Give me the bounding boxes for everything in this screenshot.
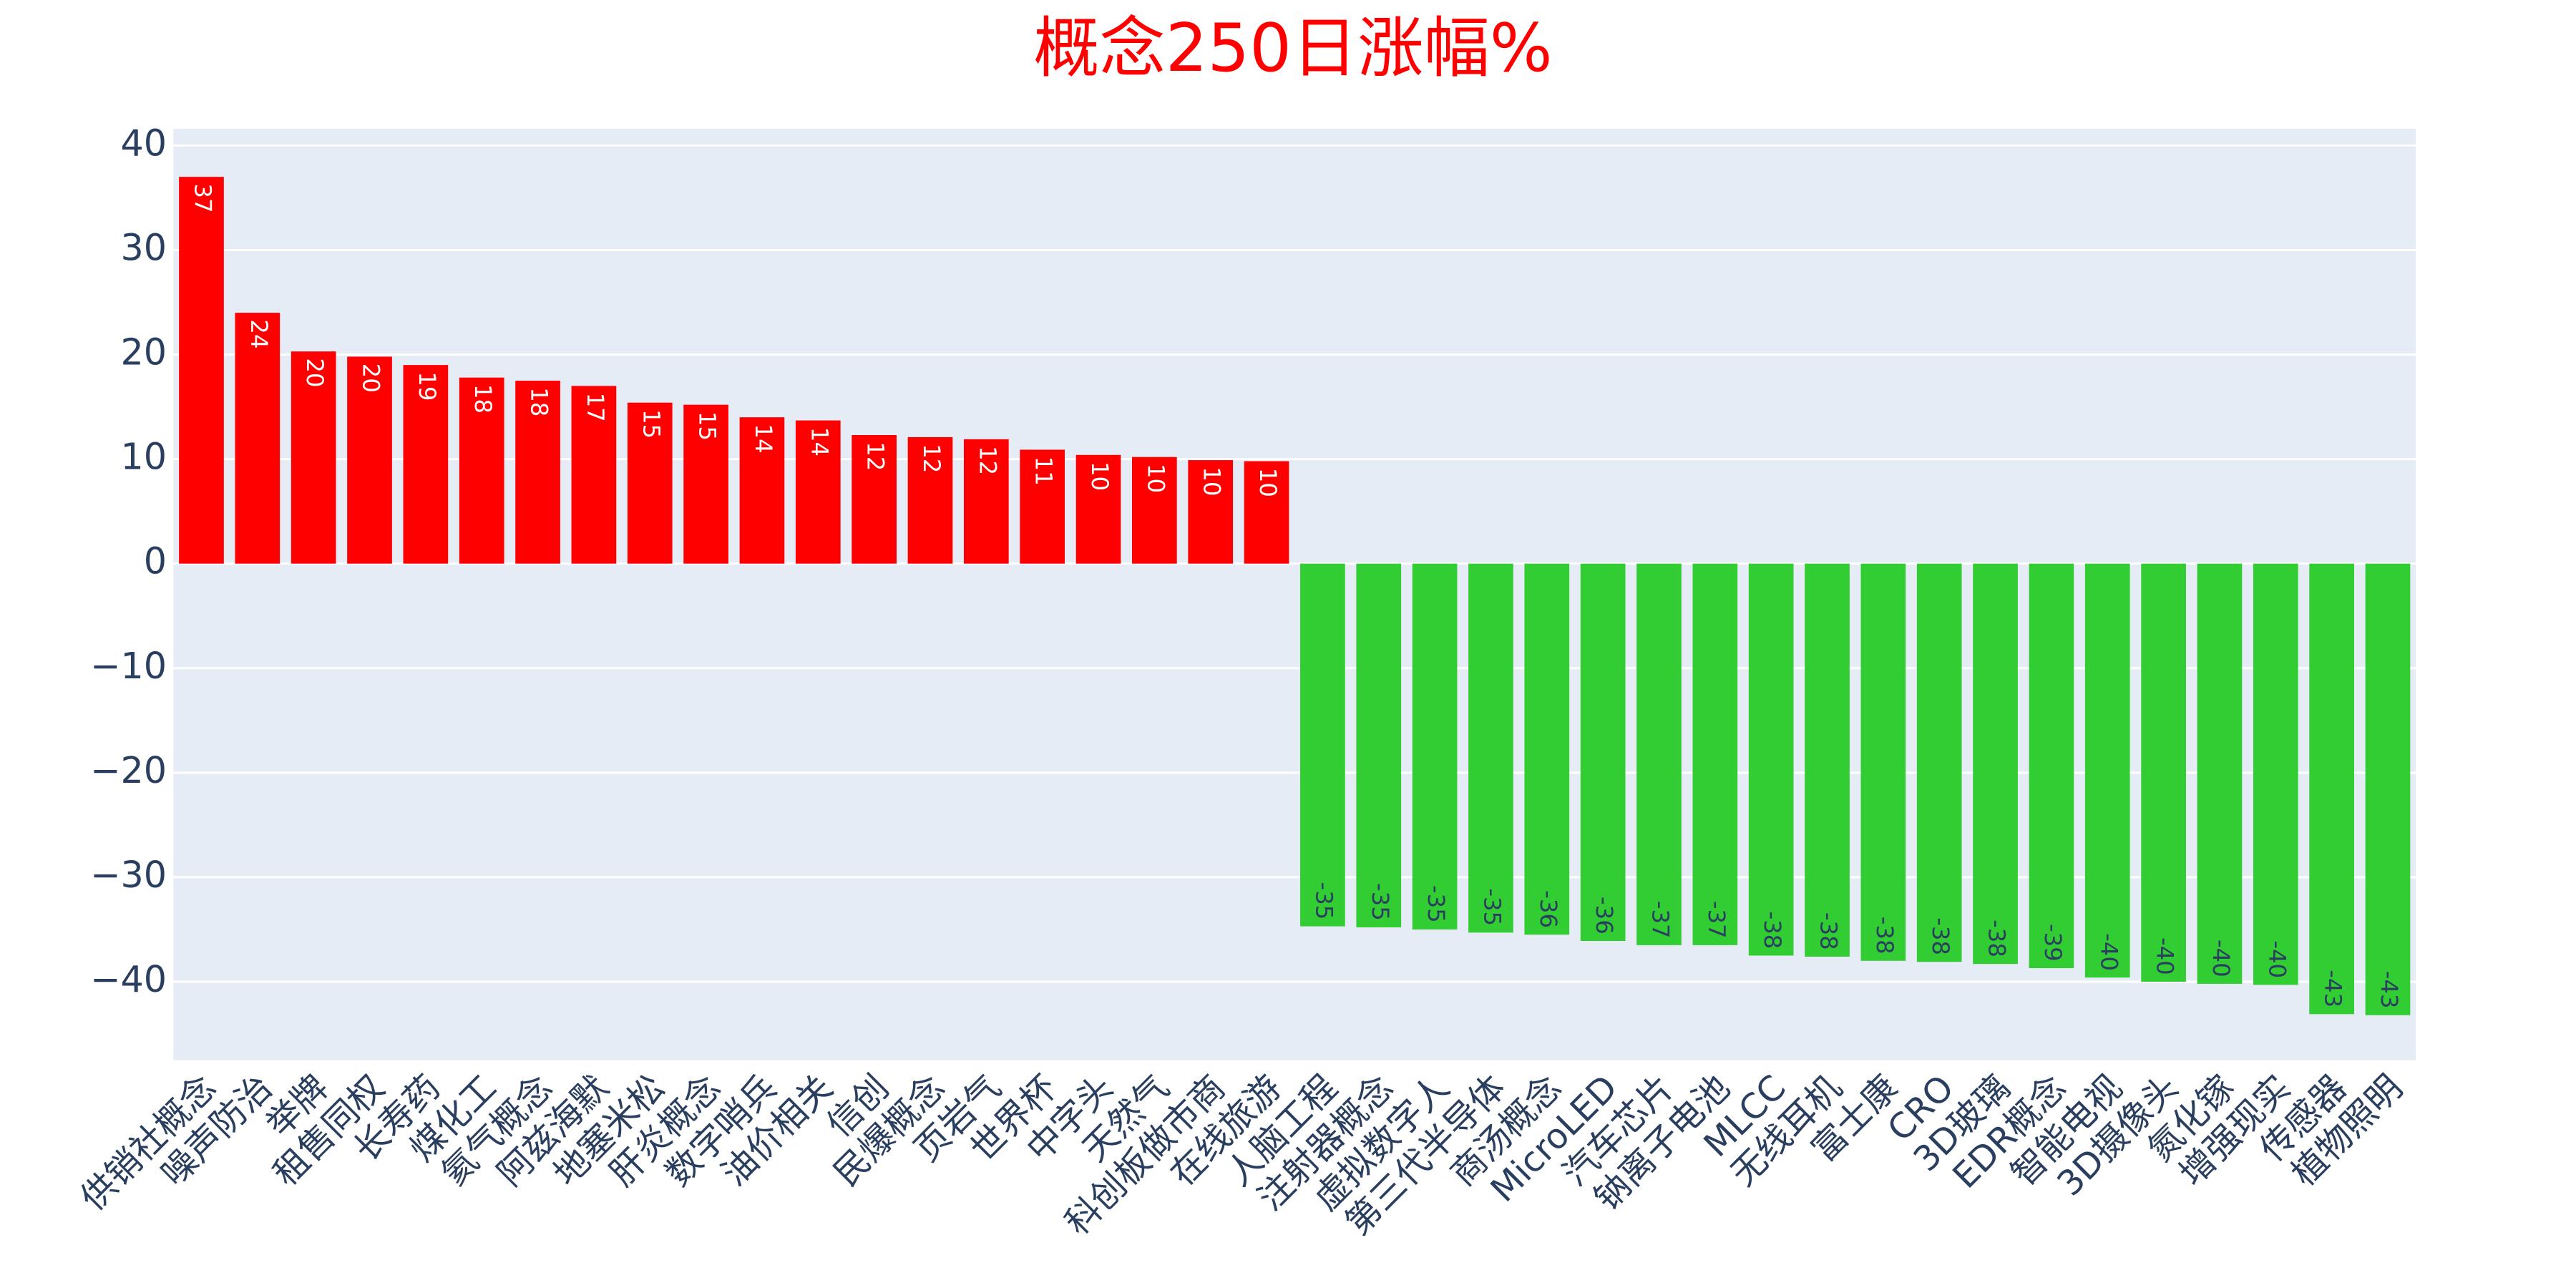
- data-label: 14: [806, 427, 833, 457]
- data-label: 37: [189, 183, 216, 213]
- y-tick-label: −20: [90, 749, 167, 791]
- bar: [2365, 563, 2411, 1015]
- y-tick-label: −40: [90, 958, 167, 1000]
- bar: [852, 435, 897, 564]
- data-label: 10: [1142, 464, 1169, 493]
- data-label: 11: [1030, 457, 1058, 486]
- bar: [179, 177, 224, 564]
- data-label: 18: [469, 384, 497, 414]
- data-label: -35: [1478, 888, 1506, 926]
- data-label: 20: [358, 364, 385, 393]
- data-label: -36: [1591, 897, 1618, 935]
- data-label: 10: [1254, 468, 1282, 497]
- data-label: 15: [638, 409, 665, 439]
- bar: [1916, 563, 1962, 962]
- bar: [683, 404, 728, 564]
- bar: [235, 313, 280, 564]
- data-label: 20: [301, 358, 328, 387]
- bar: [515, 381, 560, 564]
- y-tick-label: −10: [90, 645, 167, 687]
- data-label: -40: [2263, 940, 2290, 978]
- bar: [2029, 563, 2074, 968]
- data-label: 24: [245, 319, 273, 348]
- bar: [1075, 454, 1121, 564]
- bar: [347, 356, 392, 564]
- y-tick-label: −30: [90, 854, 167, 896]
- y-tick-label: 40: [120, 122, 167, 164]
- data-label: -40: [2152, 937, 2179, 975]
- data-label: 17: [582, 393, 609, 422]
- chart-title: 概念250日涨幅%: [1033, 9, 1552, 87]
- bar: [627, 402, 673, 564]
- data-label: -35: [1310, 882, 1337, 920]
- data-label: 12: [918, 444, 945, 473]
- data-label: 18: [526, 387, 553, 416]
- bar: [571, 386, 617, 564]
- bar: [1188, 460, 1234, 564]
- data-label: -35: [1367, 883, 1394, 921]
- data-label: -40: [2207, 940, 2235, 977]
- data-label: -35: [1423, 885, 1450, 923]
- bar: [2141, 563, 2186, 982]
- data-label: -37: [1646, 901, 1674, 939]
- bar: [1860, 563, 1906, 961]
- plot-area: [173, 129, 2416, 1060]
- bar: [2253, 563, 2298, 985]
- bar: [1524, 563, 1570, 935]
- data-label: -38: [1927, 917, 1954, 955]
- data-label: -38: [1871, 917, 1898, 955]
- data-label: -36: [1535, 890, 1562, 928]
- bar: [291, 351, 336, 564]
- y-tick-label: 10: [120, 436, 167, 478]
- bar: [1973, 563, 2018, 965]
- data-label: 15: [694, 411, 721, 441]
- bar: [459, 377, 504, 564]
- bar: [1636, 563, 1682, 945]
- bar: [1132, 457, 1177, 564]
- data-label: 14: [750, 424, 777, 453]
- bar: [1244, 461, 1289, 564]
- bar: [1580, 563, 1626, 942]
- bar: [1356, 563, 1402, 928]
- bar: [963, 439, 1009, 564]
- y-tick-label: 20: [120, 331, 167, 374]
- bar: [795, 420, 841, 564]
- bar: [2197, 563, 2243, 984]
- data-label: 12: [862, 441, 889, 471]
- bar: [2084, 563, 2130, 978]
- data-label: -40: [2095, 933, 2122, 971]
- bar: [1412, 563, 1458, 930]
- data-label: 19: [414, 371, 441, 401]
- bar: [403, 365, 449, 564]
- bar: [1300, 563, 1345, 927]
- bar: [1468, 563, 1513, 933]
- bar: [739, 417, 785, 564]
- bar: [1748, 563, 1794, 956]
- bar: [1020, 449, 1065, 564]
- bar: [1692, 563, 1738, 945]
- bar: [2309, 563, 2354, 1015]
- y-tick-label: 0: [144, 540, 167, 582]
- data-label: -37: [1703, 901, 1730, 939]
- y-tick-label: 30: [120, 226, 167, 268]
- data-label: -43: [2320, 970, 2347, 1008]
- data-label: -38: [1759, 911, 1786, 949]
- data-label: -39: [2039, 924, 2067, 962]
- data-label: -38: [1815, 912, 1843, 950]
- data-label: 12: [974, 446, 1001, 475]
- data-label: 10: [1199, 467, 1226, 496]
- data-label: 10: [1086, 462, 1113, 491]
- bar: [907, 436, 953, 564]
- bar: [1805, 563, 1850, 957]
- data-label: -38: [1984, 919, 2011, 957]
- data-label: -43: [2376, 971, 2403, 1009]
